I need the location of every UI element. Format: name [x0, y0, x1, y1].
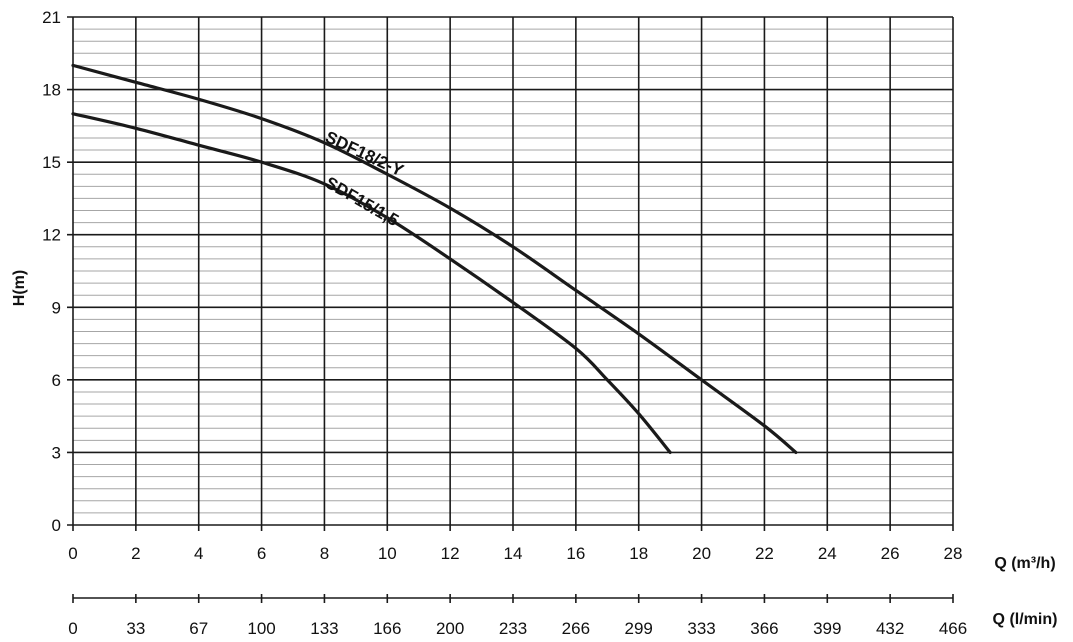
major-gridlines — [67, 16, 954, 531]
x2-tick-label: 33 — [126, 619, 145, 638]
x2-tick-label: 0 — [68, 619, 77, 638]
x-tick-label: 18 — [629, 544, 648, 563]
x-tick-label: 8 — [320, 544, 329, 563]
x2-tick-label: 399 — [813, 619, 841, 638]
x2-tick-label: 133 — [310, 619, 338, 638]
curves — [71, 63, 798, 455]
x2-tick-labels: 0 33 67 100 133 166 200 233 266 299 333 366 399 432 46… — [68, 619, 967, 638]
x-tick-label: 0 — [68, 544, 77, 563]
x-tick-label: 6 — [257, 544, 266, 563]
secondary-x-axis — [72, 594, 954, 603]
x-tick-label: 28 — [944, 544, 963, 563]
x-tick-label: 12 — [441, 544, 460, 563]
y-tick-label: 15 — [42, 153, 61, 172]
x2-tick-label: 100 — [247, 619, 275, 638]
x-tick-label: 14 — [504, 544, 523, 563]
y-tick-label: 12 — [42, 226, 61, 245]
x-tick-label: 10 — [378, 544, 397, 563]
x2-tick-label: 366 — [750, 619, 778, 638]
x2-tick-label: 466 — [939, 619, 967, 638]
x-tick-label: 22 — [755, 544, 774, 563]
x2-tick-label: 200 — [436, 619, 464, 638]
x-tick-labels: 0 2 4 6 8 10 12 14 16 18 20 22 24 26 28 — [68, 544, 962, 563]
x2-tick-label: 266 — [562, 619, 590, 638]
x2-tick-label: 166 — [373, 619, 401, 638]
series-line-0 — [71, 63, 798, 455]
series-label-sdf18: SDF18/2-Y — [322, 127, 407, 180]
x-tick-label: 2 — [131, 544, 140, 563]
x2-tick-label: 299 — [625, 619, 653, 638]
x2-tick-label: 67 — [189, 619, 208, 638]
series-line-1 — [71, 112, 672, 455]
x-tick-label: 24 — [818, 544, 837, 563]
y-tick-label: 3 — [52, 443, 61, 462]
y-tick-label: 0 — [52, 516, 61, 535]
series-label-sdf15: SDF15/1,5 — [322, 173, 402, 230]
x-tick-label: 4 — [194, 544, 203, 563]
x-tick-label: 16 — [566, 544, 585, 563]
y-axis-label: H(m) — [11, 270, 28, 306]
y-tick-label: 9 — [52, 298, 61, 317]
x-tick-label: 20 — [692, 544, 711, 563]
x-tick-label: 26 — [881, 544, 900, 563]
x-axis-label: Q (m³/h) — [994, 555, 1055, 572]
y-tick-label: 18 — [42, 81, 61, 100]
y-tick-label: 6 — [52, 371, 61, 390]
y-tick-labels: 0 3 6 9 12 15 18 21 — [42, 8, 61, 535]
y-tick-label: 21 — [42, 8, 61, 27]
x2-tick-label: 432 — [876, 619, 904, 638]
x2-tick-label: 233 — [499, 619, 527, 638]
x2-tick-label: 333 — [687, 619, 715, 638]
x2-axis-label: Q (l/min) — [993, 611, 1058, 628]
